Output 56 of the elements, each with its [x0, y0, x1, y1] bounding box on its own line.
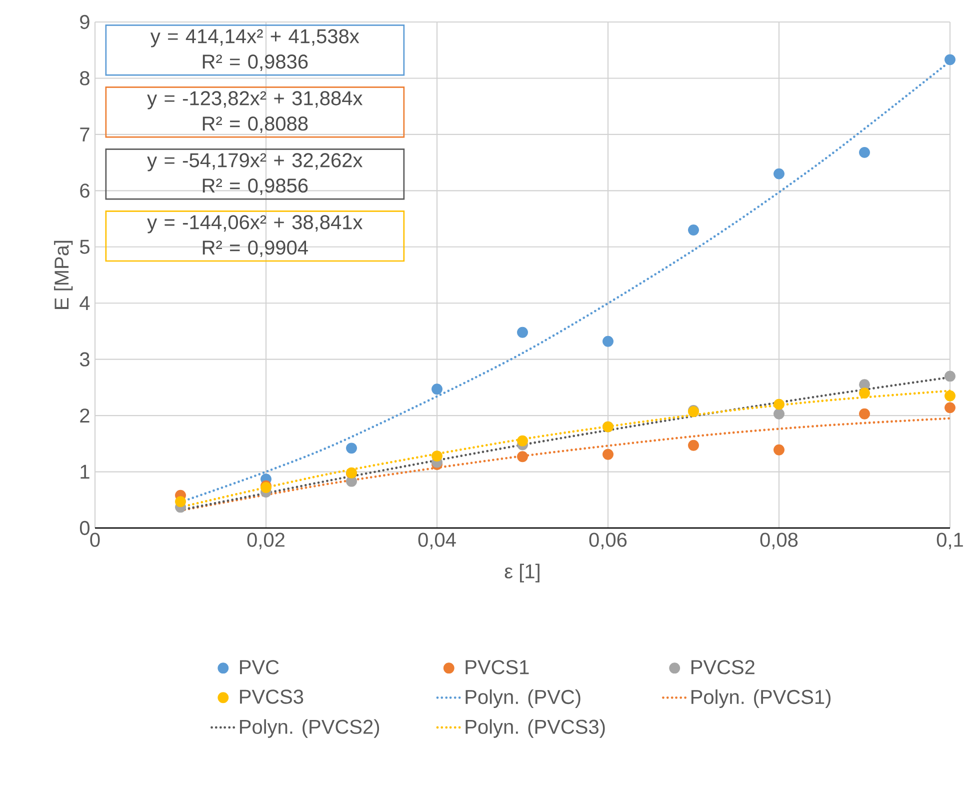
point: [688, 224, 699, 236]
point: [859, 146, 870, 158]
point: [688, 440, 699, 451]
point: [517, 451, 528, 462]
annotation: y = -123,82x² + 31,884x: [147, 91, 363, 110]
y-tick-label: 7: [80, 128, 90, 142]
point: [944, 402, 956, 414]
legend-label: Polyn. (PVC): [466, 689, 580, 708]
y-tick-label: 9: [80, 14, 90, 30]
y-tick-label: 1: [80, 464, 90, 479]
x-tick-label: 0,1: [936, 532, 963, 550]
legend-label: PVCS1: [466, 660, 529, 674]
point: [944, 390, 956, 402]
point: [517, 326, 528, 338]
legend-label: Polyn. (PVCS2): [240, 719, 380, 738]
point: [774, 408, 784, 420]
x-tick-label: 0,06: [589, 532, 627, 550]
annotation: R² = 0,9856: [202, 178, 308, 196]
point: [859, 388, 870, 399]
legend-label: PVCS3: [240, 690, 304, 704]
x-tick-label: 0: [90, 532, 100, 547]
y-tick-label: 5: [80, 240, 90, 254]
annotation: y = -144,06x² + 38,841x: [147, 215, 363, 234]
point: [944, 370, 956, 382]
annotation: R² = 0,9836: [202, 54, 308, 72]
point: [602, 336, 614, 347]
annotation: R² = 0,9904: [202, 240, 308, 258]
y-axis-title: E [MPa]: [54, 240, 73, 309]
x-tick-label: 0,02: [247, 532, 284, 550]
x-tick-label: 0,08: [760, 532, 798, 550]
x-tick-label: 0,04: [418, 532, 456, 550]
y-tick-label: 0: [80, 520, 90, 536]
point: [774, 444, 784, 456]
y-tick-label: 2: [80, 408, 90, 423]
point: [432, 384, 442, 395]
point: [432, 450, 442, 462]
y-tick-label: 6: [80, 184, 90, 198]
point: [602, 448, 614, 460]
point: [859, 408, 870, 420]
y-tick-label: 8: [80, 71, 90, 86]
legend-label: Polyn. (PVCS3): [466, 719, 605, 738]
legend-label: Polyn. (PVCS1): [691, 689, 830, 708]
legend-label: PVCS2: [691, 660, 754, 674]
y-tick-label: 3: [80, 352, 90, 366]
annotation: y = -54,179x² + 32,262x: [147, 153, 363, 172]
point: [774, 168, 784, 180]
point: [774, 398, 784, 410]
legend-label: PVC: [240, 660, 279, 674]
annotation: R² = 0,8088: [202, 116, 308, 134]
y-tick-label: 4: [80, 296, 90, 310]
point: [175, 496, 186, 508]
annotation: y = 414,14x² + 41,538x: [150, 29, 360, 48]
point: [517, 435, 528, 446]
point: [346, 442, 357, 454]
point: [944, 54, 956, 66]
x-axis-title: ε [1]: [504, 564, 540, 582]
